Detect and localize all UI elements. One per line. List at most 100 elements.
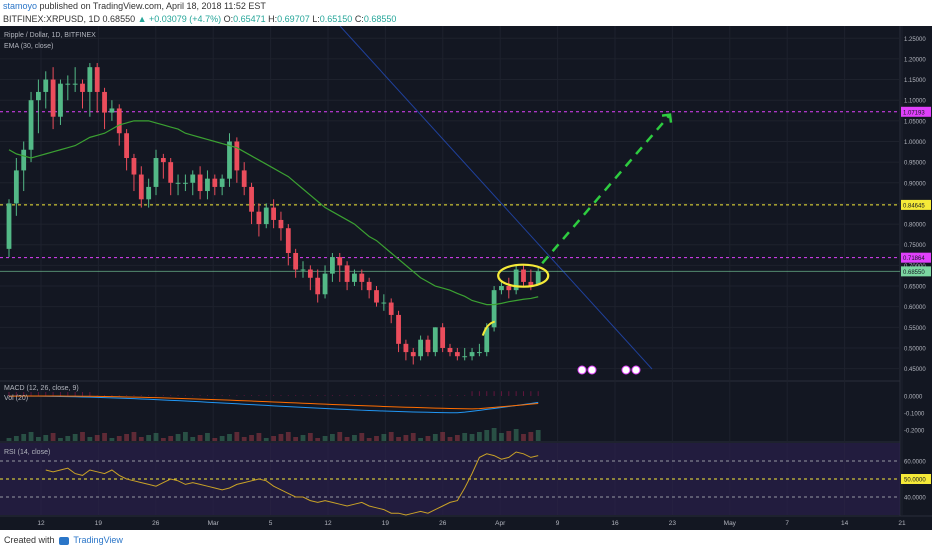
price-tag-label: 0.68550	[903, 270, 925, 276]
candle-body	[205, 178, 210, 192]
candle	[307, 265, 313, 291]
x-tick-label: 26	[152, 520, 160, 527]
candle-body	[535, 271, 541, 284]
chart-header: stamoyo published on TradingView.com, Ap…	[0, 0, 932, 26]
volume-bar	[447, 437, 453, 441]
symbol-label: BITFINEX:XRPUSD, 1D	[3, 14, 101, 24]
candle-body	[263, 207, 269, 225]
publish-info: published on TradingView.com, April 18, …	[39, 1, 266, 11]
volume-bar	[116, 436, 122, 441]
volume-bar	[352, 435, 357, 441]
event-marker-icon[interactable]	[631, 365, 641, 375]
volume-bar	[528, 432, 534, 441]
candle-body	[425, 339, 431, 353]
event-marker-icon[interactable]	[621, 365, 631, 375]
volume-bar	[388, 432, 394, 441]
candle	[388, 298, 394, 324]
candle-body	[381, 302, 387, 304]
candle	[160, 153, 166, 179]
rsi-y-tick: 60.0000	[904, 460, 926, 466]
volume-bar	[330, 434, 335, 441]
price-tag-label: 0.71864	[903, 256, 925, 262]
candle	[293, 248, 299, 278]
y-tick-label: 1.15000	[904, 78, 926, 84]
candle-body	[300, 269, 306, 271]
volume-bar	[241, 437, 247, 441]
candle	[337, 252, 343, 282]
low-label: L:	[312, 14, 320, 24]
candle	[447, 343, 453, 357]
candle	[205, 170, 210, 200]
candle	[521, 265, 526, 287]
y-tick-label: 0.45000	[904, 367, 926, 373]
candle-body	[454, 352, 460, 357]
event-marker-icon[interactable]	[587, 365, 597, 375]
candle-body	[447, 347, 453, 353]
volume-bar	[131, 432, 137, 441]
candle	[359, 269, 365, 291]
chart-area[interactable]: 1.25000 1.20000 1.15000 1.10000 1.05000 1.000…	[0, 25, 932, 530]
x-tick-label: 7	[785, 520, 789, 527]
candle-body	[330, 257, 335, 274]
candle-body	[138, 174, 144, 200]
candle-body	[491, 290, 497, 328]
macd-line	[8, 395, 539, 414]
volume-bar	[263, 438, 269, 441]
volume-bar	[322, 436, 328, 441]
candle-body	[271, 207, 276, 220]
x-tick-label: 12	[37, 520, 45, 527]
publish-line: stamoyo published on TradingView.com, Ap…	[3, 1, 266, 11]
volume-bar	[80, 432, 85, 441]
volume-bar	[477, 432, 482, 441]
volume-bar	[58, 438, 63, 441]
candle-body	[219, 178, 225, 187]
candle	[300, 261, 306, 278]
x-tick-label: Apr	[495, 520, 506, 527]
volume-bar	[366, 438, 372, 441]
candle-body	[528, 281, 534, 287]
chart-svg[interactable]: 1.25000 1.20000 1.15000 1.10000 1.05000 1.000…	[0, 25, 932, 530]
volume-bar	[138, 437, 144, 441]
candle	[94, 63, 100, 113]
y-tick-label: 0.60000	[904, 305, 926, 311]
volume-bar	[6, 438, 12, 441]
x-tick-label: 23	[669, 520, 677, 527]
volume-bar	[469, 434, 475, 441]
y-tick-label: 0.90000	[904, 181, 926, 187]
volume-bar	[50, 433, 56, 441]
candle	[506, 277, 512, 299]
candle-body	[241, 170, 247, 187]
author-link[interactable]: stamoyo	[3, 1, 38, 11]
volume-bar	[94, 435, 100, 441]
highlight-ellipse	[497, 263, 550, 288]
x-tick-label: 21	[898, 520, 906, 527]
candle-body	[190, 174, 196, 183]
candle	[477, 343, 482, 357]
event-marker-icon[interactable]	[577, 365, 587, 375]
candle	[43, 71, 49, 109]
price-tag	[901, 266, 931, 277]
candle-body	[28, 100, 34, 150]
candle-body	[513, 269, 519, 291]
candle-body	[521, 269, 526, 282]
y-tick-label: 1.05000	[904, 119, 926, 125]
candle	[146, 178, 152, 208]
y-tick-label: 0.65000	[904, 285, 926, 291]
candle-body	[65, 83, 71, 85]
volume-bar	[381, 434, 387, 441]
candle-body	[43, 79, 49, 92]
candle	[278, 211, 284, 241]
volume-bar	[293, 437, 299, 441]
candle	[344, 261, 350, 291]
candle-body	[124, 133, 129, 159]
candle	[322, 265, 328, 299]
candle-body	[175, 182, 181, 184]
x-tick-label: 19	[95, 520, 103, 527]
volume-bar	[513, 429, 519, 441]
y-tick-label: 1.25000	[904, 37, 926, 43]
volume-bar	[87, 437, 93, 441]
tradingview-link[interactable]: TradingView	[73, 535, 123, 545]
volume-bar	[499, 433, 504, 441]
candle-body	[278, 219, 284, 229]
volume-bar	[307, 433, 313, 441]
